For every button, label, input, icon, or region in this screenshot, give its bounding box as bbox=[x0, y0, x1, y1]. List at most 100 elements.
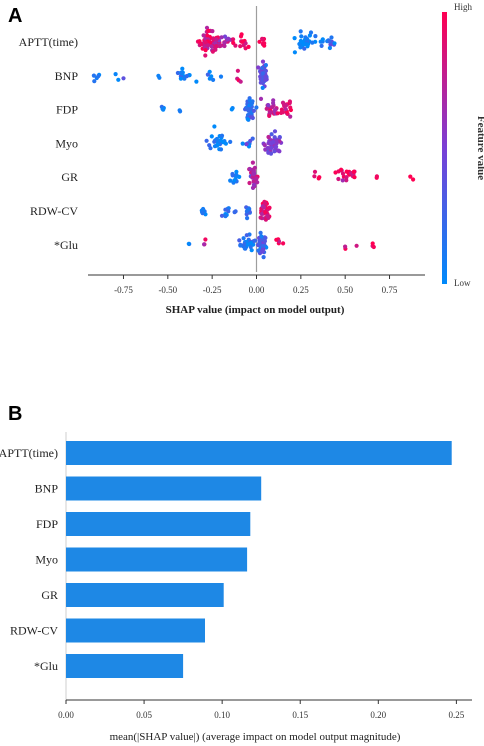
feature-label: FDP bbox=[56, 103, 78, 117]
shap-point bbox=[238, 243, 243, 248]
x-tick-label-a: -0.50 bbox=[158, 285, 177, 295]
shap-point bbox=[305, 36, 310, 42]
shap-point bbox=[374, 174, 379, 179]
shap-point bbox=[257, 39, 262, 44]
shap-point bbox=[272, 129, 278, 134]
shap-point bbox=[265, 145, 270, 151]
shap-point bbox=[319, 43, 324, 49]
shap-point bbox=[245, 117, 250, 122]
shap-point bbox=[214, 136, 219, 142]
shap-point bbox=[344, 175, 349, 180]
bar-category-label: GR bbox=[41, 588, 58, 602]
colorbar-low-label: Low bbox=[454, 278, 471, 288]
shap-point bbox=[267, 205, 272, 210]
shap-point bbox=[265, 213, 270, 218]
shap-point bbox=[371, 244, 376, 250]
shap-point bbox=[214, 37, 219, 42]
shap-point bbox=[308, 30, 314, 35]
bar bbox=[66, 476, 262, 501]
feature-label: APTT(time) bbox=[19, 35, 78, 49]
shap-point bbox=[203, 40, 208, 45]
shap-point bbox=[203, 48, 208, 53]
shap-point bbox=[263, 63, 268, 68]
shap-point bbox=[344, 178, 349, 183]
shap-point bbox=[263, 77, 268, 82]
colorbar-gradient bbox=[442, 12, 447, 284]
shap-point bbox=[305, 44, 310, 49]
shap-point bbox=[244, 233, 249, 238]
shap-point bbox=[212, 144, 218, 149]
x-tick-label-a: 0.50 bbox=[337, 285, 353, 295]
shap-point bbox=[259, 211, 265, 216]
shap-point bbox=[223, 214, 228, 219]
shap-point bbox=[354, 243, 359, 248]
x-tick-label-a: -0.25 bbox=[203, 285, 222, 295]
shap-point bbox=[262, 41, 267, 46]
shap-point bbox=[217, 44, 222, 49]
shap-point bbox=[250, 160, 255, 165]
shap-point bbox=[222, 43, 227, 49]
shap-point bbox=[258, 215, 263, 220]
shap-point bbox=[231, 37, 236, 42]
shap-point bbox=[327, 45, 332, 51]
bar bbox=[66, 618, 205, 643]
feature-label: GR bbox=[61, 170, 78, 184]
x-tick-label-b: 0.15 bbox=[292, 710, 308, 720]
shap-point bbox=[246, 44, 251, 50]
shap-point bbox=[197, 39, 202, 44]
shap-point bbox=[281, 241, 286, 246]
feature-label: RDW-CV bbox=[30, 204, 78, 218]
bar-category-labels: APTT(time) BNP FDP Myo GR RDW-CV *Glu bbox=[0, 446, 58, 673]
shap-point bbox=[226, 36, 231, 41]
bar bbox=[66, 654, 184, 678]
shap-point bbox=[272, 149, 277, 154]
shap-point bbox=[274, 237, 279, 242]
feature-label: BNP bbox=[55, 69, 79, 83]
shap-points bbox=[91, 25, 416, 260]
shap-point bbox=[223, 141, 228, 146]
shap-point bbox=[336, 176, 341, 182]
shap-point bbox=[267, 113, 272, 118]
shap-point bbox=[255, 180, 260, 185]
shap-point bbox=[209, 44, 214, 49]
shap-point bbox=[247, 98, 252, 103]
shap-point bbox=[222, 34, 228, 39]
shap-point bbox=[211, 77, 216, 82]
shap-point bbox=[316, 176, 321, 181]
shap-point bbox=[302, 46, 307, 51]
shap-point bbox=[280, 100, 286, 105]
shap-point bbox=[351, 169, 356, 174]
shap-point bbox=[256, 65, 261, 70]
shap-point bbox=[240, 39, 245, 44]
shap-point bbox=[238, 79, 243, 84]
feature-labels: APTT(time) BNP FDP Myo GR RDW-CV *Glu bbox=[19, 35, 79, 252]
shap-point bbox=[200, 210, 205, 215]
shap-point bbox=[252, 165, 257, 170]
shap-point bbox=[238, 44, 243, 49]
shap-point bbox=[249, 102, 254, 107]
shap-point bbox=[310, 40, 315, 45]
shap-point bbox=[269, 146, 274, 151]
x-tick-label-a: 0.00 bbox=[249, 285, 265, 295]
shap-point bbox=[116, 77, 121, 82]
colorbar: High Low Feature value bbox=[442, 2, 484, 288]
bar-category-label: BNP bbox=[35, 482, 59, 496]
shap-point bbox=[218, 138, 223, 143]
colorbar-high-label: High bbox=[454, 2, 473, 12]
shap-point bbox=[121, 76, 126, 81]
shap-point bbox=[260, 36, 265, 42]
shap-point bbox=[205, 43, 211, 48]
shap-point bbox=[249, 248, 254, 253]
shap-point bbox=[245, 216, 250, 221]
bar-category-label: RDW-CV bbox=[10, 624, 58, 638]
shap-point bbox=[259, 234, 264, 239]
shap-point bbox=[91, 73, 96, 78]
shap-point bbox=[258, 96, 264, 101]
bar-category-label: *Glu bbox=[34, 659, 58, 673]
shap-point bbox=[260, 248, 265, 253]
shap-point bbox=[247, 180, 252, 186]
shap-point bbox=[233, 43, 238, 48]
